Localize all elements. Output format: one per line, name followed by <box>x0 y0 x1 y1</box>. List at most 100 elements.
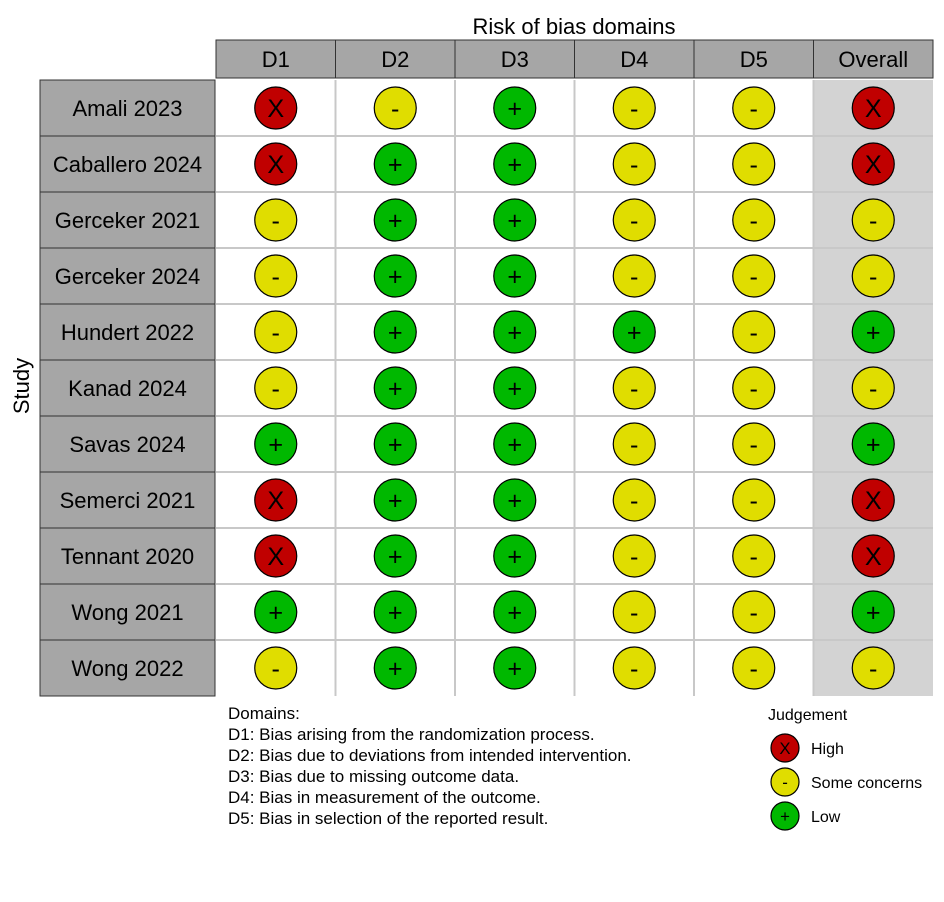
judgement-mark-symbol: - <box>869 655 877 683</box>
judgement-mark: + <box>493 646 537 690</box>
judgement-mark: - <box>612 534 656 578</box>
judgement-mark-circle <box>732 646 776 690</box>
study-label: Amali 2023 <box>72 96 182 121</box>
judgement-mark-circle <box>612 590 656 634</box>
study-axis-label: Study <box>9 358 34 414</box>
judgement-mark: + <box>851 422 895 466</box>
judgement-mark-circle <box>493 198 537 242</box>
judgement-mark-circle <box>493 422 537 466</box>
judgement-mark-symbol: - <box>630 95 638 123</box>
judgement-mark-circle <box>851 422 895 466</box>
judgement-mark-symbol: X <box>865 95 882 123</box>
judgement-mark: + <box>373 590 417 634</box>
judgement-mark-symbol: - <box>869 207 877 235</box>
judgement-mark: - <box>732 590 776 634</box>
judgement-mark-symbol: - <box>750 207 758 235</box>
judgement-mark-symbol: + <box>507 655 522 683</box>
study-label: Tennant 2020 <box>61 544 194 569</box>
judgement-mark-circle <box>732 86 776 130</box>
legend-title: Judgement <box>768 707 848 724</box>
judgement-mark: - <box>732 422 776 466</box>
judgement-mark-circle <box>851 86 895 130</box>
legend-mark-symbol: + <box>780 807 790 826</box>
judgement-mark: + <box>612 310 656 354</box>
judgement-mark: - <box>254 366 298 410</box>
judgement-mark: + <box>493 366 537 410</box>
judgement-mark-symbol: + <box>507 207 522 235</box>
judgement-mark: - <box>373 86 417 130</box>
judgement-mark-circle <box>732 142 776 186</box>
study-label-cell <box>39 415 216 473</box>
judgement-mark-symbol: - <box>272 207 280 235</box>
judgement-mark-symbol: - <box>272 375 280 403</box>
domain-description-d3: D3: Bias due to missing outcome data. <box>228 767 519 786</box>
judgement-mark: + <box>373 366 417 410</box>
judgement-mark-symbol: - <box>272 319 280 347</box>
judgement-mark: X <box>851 86 895 130</box>
judgement-mark-circle <box>732 422 776 466</box>
judgement-mark-symbol: - <box>750 375 758 403</box>
study-label: Hundert 2022 <box>61 320 194 345</box>
judgement-mark-circle <box>373 534 417 578</box>
judgement-mark: + <box>493 534 537 578</box>
judgement-mark: - <box>612 254 656 298</box>
study-label-cell <box>39 303 216 361</box>
judgement-mark-symbol: - <box>630 655 638 683</box>
judgement-mark: - <box>732 198 776 242</box>
judgement-mark: X <box>851 142 895 186</box>
judgement-mark: - <box>732 646 776 690</box>
judgement-mark: - <box>612 86 656 130</box>
judgement-mark-circle <box>851 198 895 242</box>
legend-label: Some concerns <box>811 775 922 792</box>
judgement-mark-symbol: + <box>866 431 881 459</box>
judgement-mark-symbol: - <box>630 207 638 235</box>
judgement-mark: + <box>373 646 417 690</box>
judgement-mark-circle <box>254 422 298 466</box>
judgement-mark-symbol: - <box>750 263 758 291</box>
judgement-mark-symbol: - <box>750 431 758 459</box>
column-header-cell <box>574 39 695 79</box>
judgement-mark-symbol: + <box>507 543 522 571</box>
judgement-mark-symbol: + <box>388 207 403 235</box>
domain-description-d1: D1: Bias arising from the randomization … <box>228 725 595 744</box>
study-label: Gerceker 2021 <box>55 208 201 233</box>
judgement-mark-symbol: X <box>267 543 284 571</box>
column-header-cell <box>454 39 575 79</box>
column-header-label: Overall <box>838 47 908 72</box>
judgement-mark: - <box>612 478 656 522</box>
judgement-mark-symbol: - <box>272 263 280 291</box>
judgement-mark-circle <box>612 142 656 186</box>
judgement-mark-circle <box>732 198 776 242</box>
legend-mark: - <box>770 767 800 797</box>
judgement-mark: X <box>851 478 895 522</box>
judgement-mark-symbol: - <box>630 487 638 515</box>
judgement-mark-circle <box>254 366 298 410</box>
legend-mark-circle <box>770 767 800 797</box>
judgement-mark-symbol: - <box>630 151 638 179</box>
judgement-mark-circle <box>254 590 298 634</box>
judgement-mark-symbol: X <box>865 151 882 179</box>
judgement-mark-symbol: - <box>750 487 758 515</box>
judgement-mark-circle <box>493 310 537 354</box>
judgement-mark-symbol: + <box>388 151 403 179</box>
judgement-mark-symbol: - <box>869 375 877 403</box>
judgement-mark: - <box>254 198 298 242</box>
judgement-mark-symbol: - <box>630 543 638 571</box>
judgement-mark: + <box>373 310 417 354</box>
judgement-mark-circle <box>732 310 776 354</box>
judgement-mark: + <box>373 534 417 578</box>
judgement-mark-symbol: X <box>865 487 882 515</box>
judgement-mark: X <box>851 534 895 578</box>
judgement-mark-symbol: + <box>507 95 522 123</box>
judgement-mark-circle <box>612 646 656 690</box>
judgement-mark: - <box>851 254 895 298</box>
judgement-mark: - <box>851 646 895 690</box>
judgement-mark-circle <box>612 86 656 130</box>
study-label: Kanad 2024 <box>68 376 187 401</box>
judgement-mark: - <box>732 142 776 186</box>
study-label-cell <box>39 471 216 529</box>
judgement-mark-symbol: + <box>507 319 522 347</box>
study-label: Wong 2022 <box>71 656 183 681</box>
judgement-mark-circle <box>254 198 298 242</box>
